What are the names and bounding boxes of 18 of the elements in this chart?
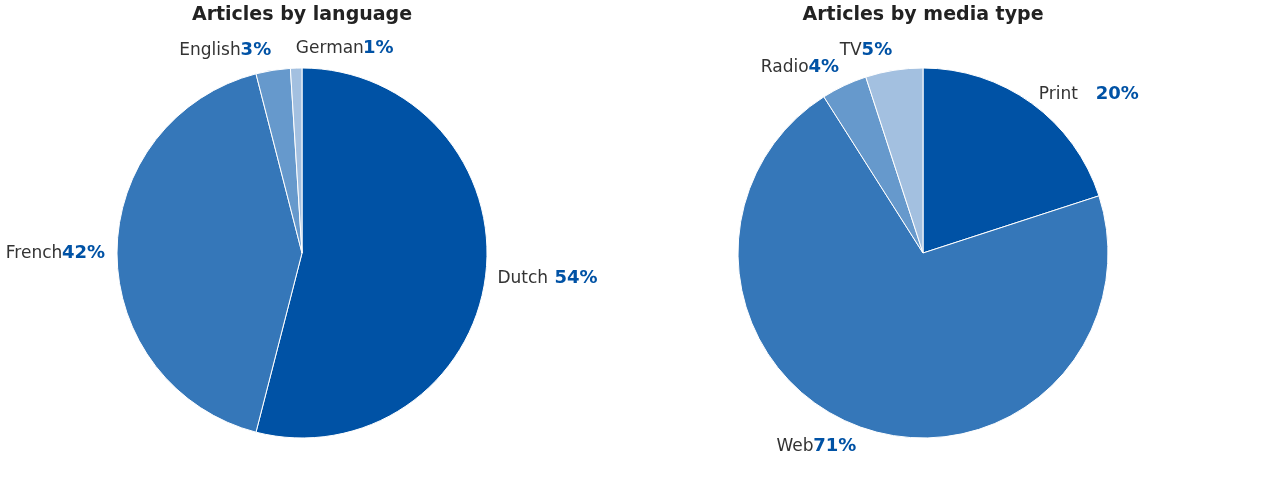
chart-title: Articles by media type: [802, 2, 1044, 24]
slice-label: English: [179, 39, 241, 60]
chart-title: Articles by language: [191, 2, 413, 24]
slice-label: TV: [838, 39, 863, 60]
data-label: 42%: [61, 241, 105, 262]
slice-label: German: [295, 37, 364, 58]
slice-label: Dutch: [497, 266, 549, 287]
data-label: 5%: [861, 38, 893, 60]
slice-label: French: [5, 242, 63, 262]
slice-label: Radio: [760, 55, 809, 76]
data-label: 3%: [240, 38, 272, 60]
data-label: 20%: [1095, 81, 1139, 103]
data-label: 1%: [363, 36, 394, 58]
data-label: 54%: [554, 265, 598, 287]
slice-label: Web: [776, 435, 814, 456]
slice-label: Print: [1038, 82, 1079, 103]
data-label: 71%: [813, 434, 857, 456]
data-label: 4%: [808, 54, 840, 76]
